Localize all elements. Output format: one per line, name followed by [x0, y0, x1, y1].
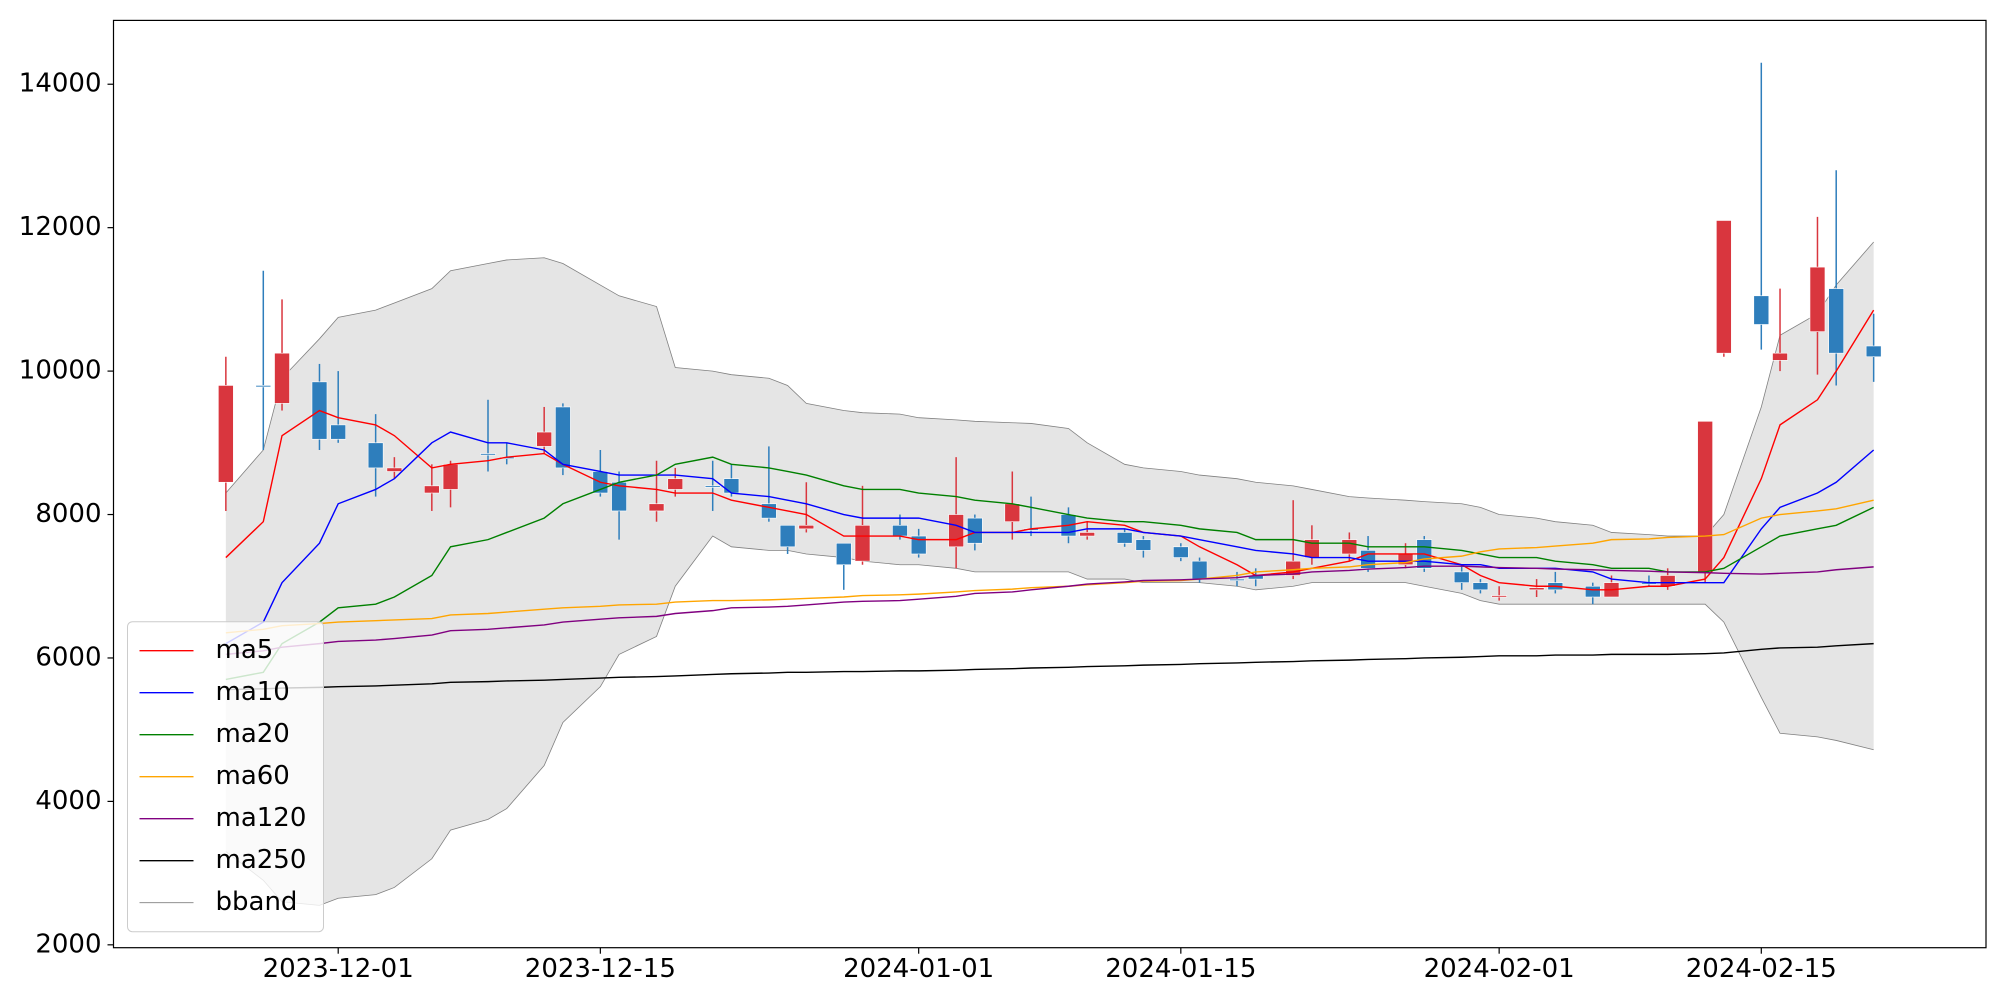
x-tick-label: 2023-12-01 [263, 954, 414, 984]
candle-body [1472, 582, 1489, 591]
legend-label: ma10 [216, 677, 290, 707]
x-tick-label: 2024-01-15 [1105, 954, 1256, 984]
ma-line [225, 309, 1875, 591]
x-tick-label: 2024-01-01 [843, 954, 994, 984]
legend-label: ma250 [216, 845, 307, 875]
candle-body [761, 503, 777, 519]
candle-body [835, 542, 852, 566]
candle-body [1341, 539, 1358, 555]
candle-body [1865, 345, 1882, 358]
legend-label: ma5 [216, 635, 274, 665]
candle-body [386, 467, 403, 472]
candle-body [648, 503, 665, 512]
legend-label: ma60 [216, 761, 290, 791]
candle-body [967, 517, 983, 544]
candle-body [1528, 587, 1545, 591]
legend-box [127, 621, 324, 933]
bband-upper [225, 241, 1874, 537]
candle-body [798, 524, 815, 530]
bband-lower [225, 535, 1874, 906]
candle-body [1584, 585, 1601, 598]
candle-body [1753, 295, 1770, 325]
candle-body [1229, 578, 1245, 581]
candle-body [1809, 266, 1826, 332]
y-tick-label: 2000 [35, 929, 101, 959]
candle-body [555, 406, 571, 469]
ma-line [225, 431, 1875, 645]
candle-body [480, 453, 496, 456]
candle-body [1173, 546, 1189, 558]
candle-body [1191, 560, 1208, 580]
candle-body [1716, 220, 1732, 354]
candle-body [854, 524, 871, 562]
candle-body [1116, 532, 1133, 544]
x-tick-label: 2024-02-15 [1686, 954, 1837, 984]
candle-body [1453, 571, 1470, 583]
candle-body [367, 442, 384, 469]
y-tick-label: 8000 [35, 499, 101, 529]
candle-body [1004, 503, 1021, 523]
bband-area [225, 242, 1874, 906]
legend: ma5 ma10 ma20 ma60 ma120 ma250 bband [127, 621, 324, 933]
candle-body [704, 485, 721, 488]
candle-body [723, 478, 740, 494]
x-tick-label: 2024-02-01 [1424, 954, 1575, 984]
candle-body [910, 535, 927, 555]
ma-line [225, 642, 1874, 691]
candle-body [330, 424, 347, 440]
y-tick-label: 12000 [19, 212, 102, 242]
candle-body [1697, 420, 1713, 573]
candle-body [424, 485, 440, 494]
candle-body [218, 385, 234, 483]
y-tick-label: 10000 [19, 356, 102, 386]
candle-body [667, 478, 684, 490]
candle-body [1828, 288, 1844, 354]
ma-line [225, 456, 1874, 681]
candle-body [1491, 595, 1507, 598]
y-tick-label: 14000 [19, 69, 102, 99]
candle-body [442, 464, 459, 490]
x-tick-label: 2023-12-15 [525, 954, 676, 984]
y-tick-label: 6000 [35, 642, 101, 672]
candle-body [1135, 539, 1152, 551]
candle-body [274, 352, 290, 404]
candle-body [536, 431, 552, 447]
ma-line [225, 565, 1874, 656]
candle-body [255, 385, 272, 388]
candle-body [1079, 532, 1095, 537]
candle-body [892, 524, 908, 537]
legend-label: ma20 [216, 719, 290, 749]
legend-label: bband [216, 887, 298, 917]
ma-line [225, 499, 1874, 634]
candle-body [779, 524, 796, 548]
candle-body [1772, 352, 1788, 361]
legend-label: ma120 [216, 803, 307, 833]
candle-body [948, 514, 964, 548]
y-tick-label: 4000 [35, 786, 101, 816]
plot-frame [112, 19, 1987, 949]
